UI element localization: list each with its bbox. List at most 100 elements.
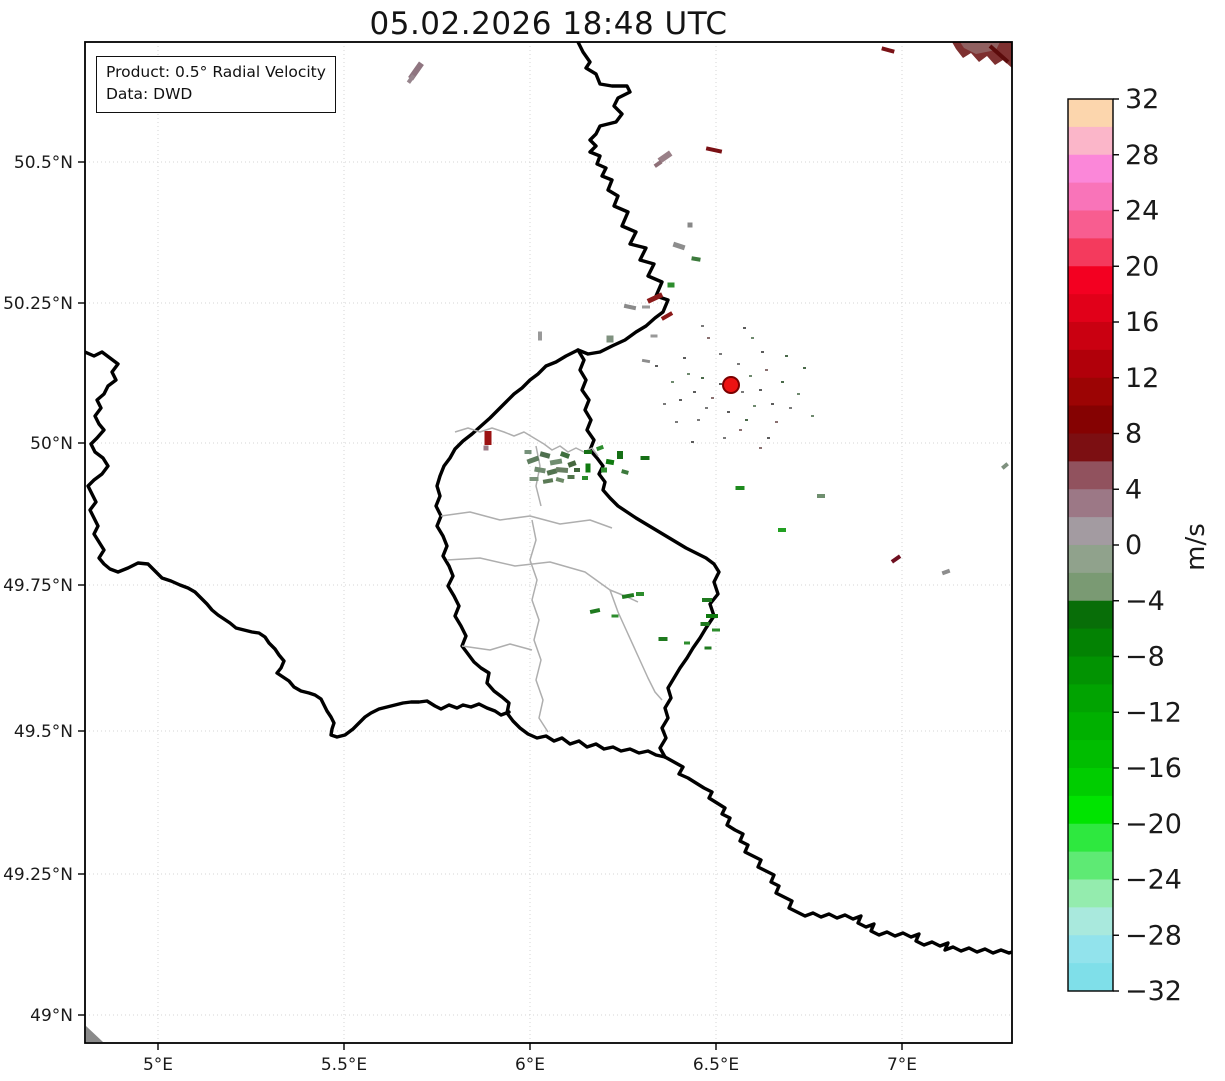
clutter-speckle [759,447,762,449]
colorbar-segment [1068,154,1113,184]
clutter-speckle [811,415,814,417]
echo-mark [585,463,591,473]
border-luxembourg-east [576,348,721,759]
echo-mark [658,637,668,641]
border-france-belgium [85,350,511,739]
colorbar-tick-label: −16 [1125,753,1182,784]
clutter-speckle [803,367,806,369]
colorbar-tick-label: −28 [1125,920,1182,951]
border-belgium-germany [576,42,670,356]
colorbar-segment [1068,600,1113,630]
clutter-speckle [759,389,762,391]
echo-mark [574,468,580,472]
clutter-speckle [775,421,778,423]
echo-mark [584,450,592,454]
echo-cluster-topright [952,42,1012,68]
echo-mark [617,451,623,459]
x-axis: 5°E 5.5°E 6°E 6.5°E 7°E [143,1043,917,1075]
colorbar-segments [1068,98,1113,992]
echo-mark [621,469,629,475]
clutter-speckle [723,437,726,439]
colorbar-tick-label: −4 [1125,586,1165,617]
echo-mark [646,292,664,304]
clutter-speckle [789,407,792,409]
echo-mark [539,451,551,459]
colorbar-tick-label: −20 [1125,809,1182,840]
clutter-speckle [675,421,678,423]
clutter-speckle [785,355,788,357]
echo-mark [601,467,607,473]
echo-mark [406,74,416,84]
echo-mark [817,494,825,498]
echo-mark [653,160,663,168]
clutter-speckle [767,437,770,439]
y-tick-label: 50.5°N [14,153,73,173]
colorbar-unit-label: m/s [1181,523,1211,571]
colorbar-segment [1068,461,1113,490]
echo-mark [567,460,577,468]
clutter-speckle [671,381,674,383]
colorbar-segment [1068,210,1113,239]
border-france-germany [663,755,1012,955]
echo-mark [542,478,554,484]
colorbar-tick-label: 12 [1125,363,1159,394]
plot-frame [84,41,1013,1044]
product-info-box: Product: 0.5° Radial Velocity Data: DWD [96,56,336,113]
clutter-speckle [737,363,740,365]
clutter-speckle [727,411,730,413]
clutter-speckles [655,325,814,449]
colorbar-tick-label: −12 [1125,697,1182,728]
colorbar-tick-label: 8 [1125,419,1142,450]
clutter-speckle [655,365,658,367]
echo-mark [484,431,492,445]
colorbar-segment [1068,767,1113,797]
gridlines [85,42,1012,1043]
colorbar-segment [1068,656,1113,685]
data-source-label: Data: DWD [106,85,193,104]
y-tick-label: 50.25°N [3,294,73,314]
colorbar-segment [1068,433,1113,462]
echo-mark [704,646,712,650]
colorbar-segment [1068,238,1113,267]
clutter-speckle [697,419,700,421]
x-tick-label: 6.5°E [693,1055,739,1075]
radar-site-marker [722,376,740,394]
y-axis: 50.5°N 50.25°N 50°N 49.75°N 49.5°N 49.25°N 49°… [3,153,85,1026]
y-tick-label: 49.5°N [14,722,73,742]
echo-mark [702,598,712,602]
clutter-speckle [693,391,696,393]
echo-mark [483,445,489,451]
colorbar-tick-label: 20 [1125,251,1159,282]
plot-title: 05.02.2026 18:48 UTC [369,6,728,42]
echo-mark [524,450,532,454]
colorbar-segment [1068,712,1113,741]
echo-mark [660,311,674,321]
clutter-speckle [663,403,666,405]
plot-background [85,42,1012,1043]
colorbar-segment [1068,266,1113,295]
x-tick-label: 5°E [143,1055,173,1075]
echo-mark [538,331,542,341]
colorbar-segment [1068,684,1113,713]
luxembourg-canton-borders [440,427,663,733]
echo-mark [657,150,673,164]
colorbar-tick-label: 0 [1125,530,1142,561]
echo-mark [706,614,718,618]
colorbar-segment [1068,321,1113,351]
clutter-speckle [743,327,746,329]
clutter-speckle [761,351,764,353]
clutter-speckle [719,383,722,385]
echo-mark [621,592,635,600]
clutter-speckle [707,337,710,339]
colorbar-segment [1068,572,1113,602]
echo-mark [605,458,615,466]
y-tick-label: 50°N [30,434,73,454]
clutter-speckle [711,397,714,399]
colorbar-segment [1068,405,1113,434]
echo-mark [546,468,558,476]
echo-mark [881,46,895,54]
echo-mark [534,466,546,474]
echo-mark [712,628,720,632]
